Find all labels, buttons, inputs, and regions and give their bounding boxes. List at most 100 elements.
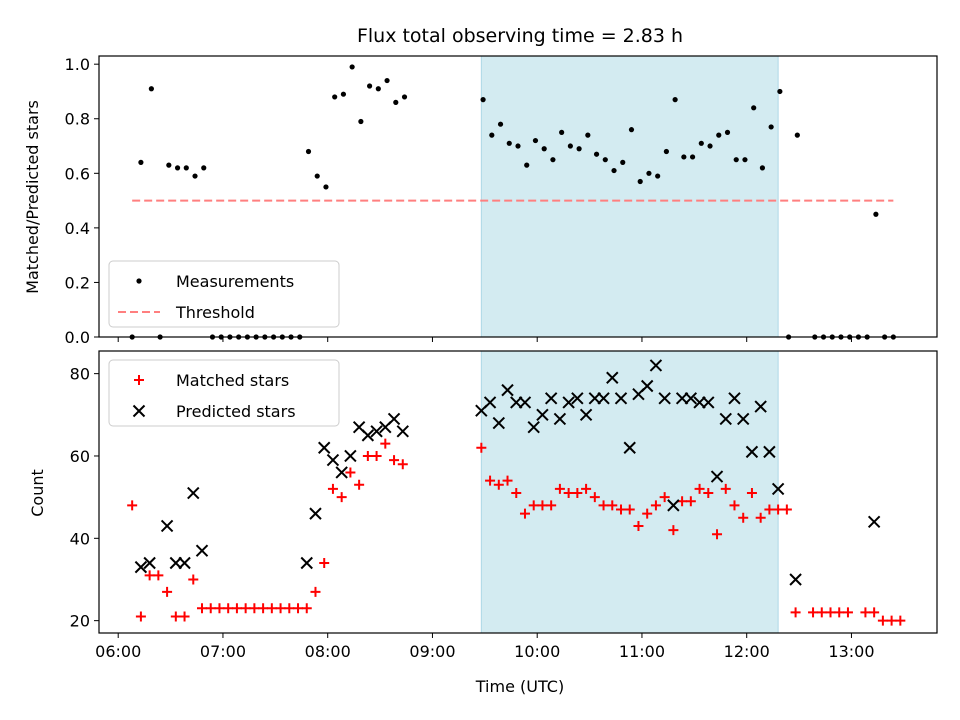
data-point	[536, 408, 549, 422]
data-point	[754, 400, 767, 413]
data-point	[611, 167, 617, 174]
data-point	[192, 173, 198, 179]
data-point	[658, 392, 671, 405]
data-point	[318, 441, 331, 454]
data-point	[148, 86, 154, 92]
data-point	[201, 165, 207, 171]
data-point	[867, 515, 881, 529]
data-point	[624, 504, 635, 515]
data-point	[655, 173, 661, 179]
data-point	[153, 570, 164, 581]
data-point	[763, 445, 776, 459]
data-point	[842, 607, 853, 618]
data-point	[178, 556, 191, 570]
data-point	[240, 603, 251, 614]
plot-frame	[98, 350, 938, 634]
data-point	[581, 483, 592, 494]
data-point	[143, 556, 156, 570]
data-point	[309, 507, 322, 520]
data-point	[637, 178, 643, 185]
data-point	[607, 500, 618, 511]
data-point	[506, 140, 512, 146]
data-point	[327, 483, 338, 494]
y-tick-label: 0.4	[65, 219, 90, 238]
data-point	[354, 479, 365, 490]
data-point	[344, 449, 357, 463]
data-point	[511, 488, 522, 499]
legend-label: Measurements	[176, 272, 294, 291]
data-point	[266, 603, 277, 614]
data-point	[614, 392, 628, 405]
data-point	[345, 467, 356, 478]
data-point	[710, 470, 724, 483]
data-point	[501, 383, 514, 397]
data-point	[340, 91, 347, 97]
data-point	[179, 611, 190, 622]
data-point	[771, 482, 785, 496]
data-point	[790, 607, 801, 618]
data-point	[623, 441, 636, 454]
data-point	[628, 127, 635, 133]
data-point	[663, 148, 669, 155]
data-point	[746, 488, 757, 499]
y-axis-label-top: Matched/Predicted stars	[23, 100, 42, 294]
data-point	[361, 429, 375, 442]
data-point	[127, 500, 138, 511]
data-point	[650, 500, 661, 511]
data-point	[649, 359, 663, 372]
data-point	[293, 603, 304, 614]
data-point	[895, 615, 906, 626]
data-point	[532, 137, 539, 144]
legend-marker	[134, 375, 144, 385]
data-point	[738, 512, 749, 523]
highlight-span	[480, 55, 779, 338]
data-point	[729, 500, 740, 511]
data-point	[642, 508, 653, 519]
data-point	[681, 154, 687, 160]
data-point	[728, 392, 741, 405]
y-tick-label: 1.0	[65, 55, 90, 74]
data-point	[197, 603, 208, 614]
data-point	[873, 211, 879, 217]
data-point	[593, 151, 600, 157]
highlight-span	[480, 350, 779, 634]
data-point	[387, 412, 401, 426]
data-point	[349, 64, 355, 70]
data-point	[764, 504, 775, 515]
data-point	[567, 143, 573, 149]
x-tick-label: 09:00	[409, 642, 455, 661]
data-point	[170, 611, 181, 622]
data-point	[367, 83, 373, 89]
data-point	[572, 488, 583, 499]
data-point	[135, 611, 146, 622]
data-point	[860, 607, 871, 618]
data-point	[524, 162, 530, 168]
data-point	[777, 88, 783, 95]
data-point	[781, 504, 792, 515]
data-point	[335, 466, 348, 479]
data-point	[134, 560, 148, 574]
data-point	[160, 519, 174, 533]
x-tick-label: 10:00	[514, 642, 560, 661]
data-point	[808, 607, 819, 618]
data-point	[397, 459, 408, 470]
data-point	[144, 570, 155, 581]
legend-label: Threshold	[175, 303, 255, 322]
legend: Matched stars Predicted stars	[108, 359, 340, 427]
data-point	[640, 379, 654, 393]
data-point	[485, 475, 496, 486]
data-point	[258, 603, 269, 614]
data-point	[789, 573, 802, 586]
data-point	[358, 118, 364, 125]
data-point	[579, 408, 593, 422]
plot-frame	[98, 55, 938, 338]
data-point	[362, 450, 373, 461]
x-axis-label: Time (UTC)	[475, 677, 564, 696]
data-point	[492, 416, 506, 430]
data-point	[396, 425, 409, 438]
x-tick-label: 12:00	[724, 642, 770, 661]
data-point	[559, 129, 565, 135]
data-point	[214, 603, 225, 614]
data-point	[834, 607, 845, 618]
data-point	[518, 396, 532, 409]
